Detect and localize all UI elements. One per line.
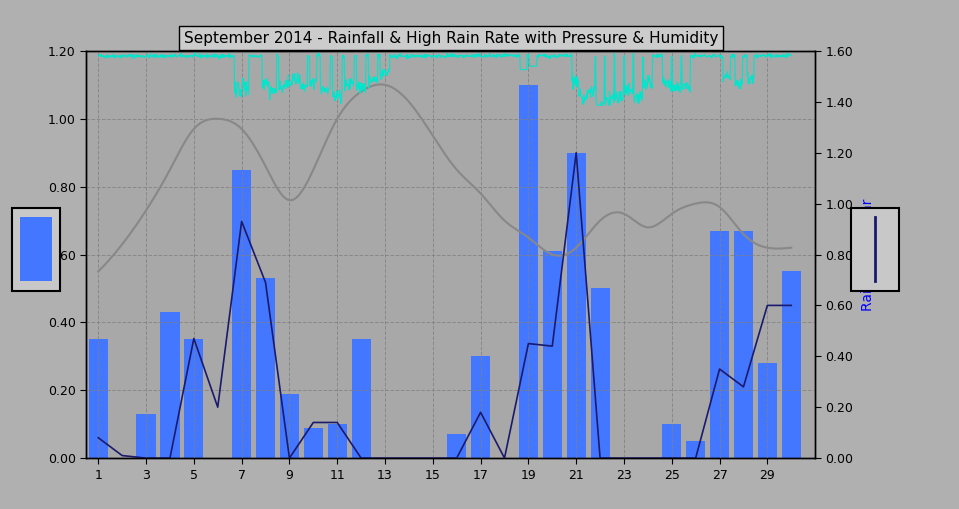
Bar <box>328 424 347 458</box>
Bar <box>280 393 299 458</box>
Bar <box>304 428 323 458</box>
Title: September 2014 - Rainfall & High Rain Rate with Pressure & Humidity: September 2014 - Rainfall & High Rain Ra… <box>183 31 718 46</box>
Bar <box>256 278 275 458</box>
Bar <box>663 424 681 458</box>
FancyBboxPatch shape <box>852 208 899 291</box>
FancyBboxPatch shape <box>20 217 52 281</box>
Bar <box>710 231 729 458</box>
Bar <box>184 340 203 458</box>
Bar <box>782 271 801 458</box>
Bar <box>136 414 155 458</box>
Bar <box>734 231 753 458</box>
Bar <box>352 340 371 458</box>
Bar <box>471 356 490 458</box>
FancyBboxPatch shape <box>12 208 59 291</box>
Bar <box>567 153 586 458</box>
Bar <box>232 169 251 458</box>
Y-axis label: Rain - in: Rain - in <box>27 226 41 283</box>
Bar <box>543 251 562 458</box>
Bar <box>519 85 538 458</box>
Y-axis label: Rain Rate - in/hr: Rain Rate - in/hr <box>860 199 875 310</box>
Bar <box>447 434 466 458</box>
Bar <box>758 363 777 458</box>
Bar <box>591 289 610 458</box>
Bar <box>88 340 107 458</box>
Bar <box>160 312 179 458</box>
Bar <box>686 441 705 458</box>
